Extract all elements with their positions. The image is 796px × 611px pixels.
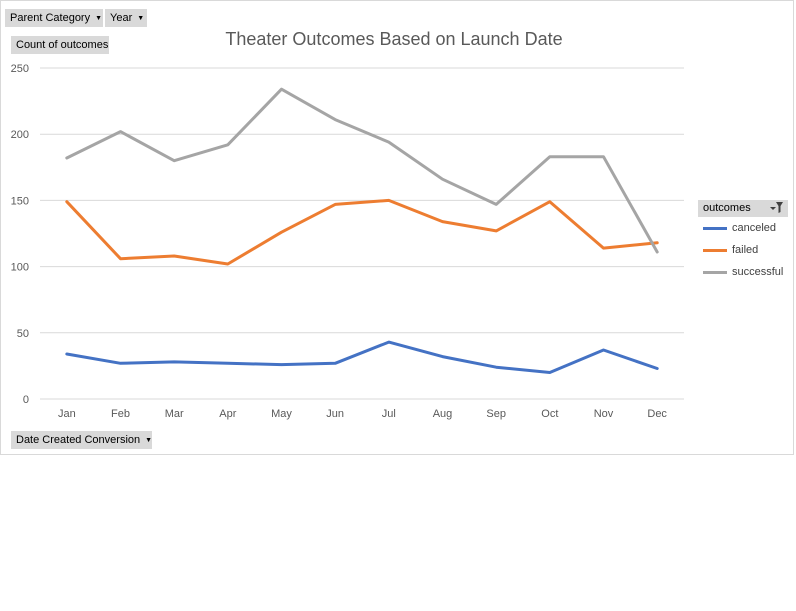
y-tick-label: 150 <box>11 195 29 207</box>
value-field-button[interactable]: Count of outcomes <box>11 36 109 54</box>
x-tick-label: Aug <box>433 408 453 420</box>
chart-area: Parent Category ▼ Year ▼ Count of outcomes… <box>0 0 794 455</box>
x-tick-label: Nov <box>594 408 614 420</box>
x-tick-label: Dec <box>647 408 667 420</box>
legend-item-failed: failed <box>698 239 788 261</box>
year-filter-button[interactable]: Year ▼ <box>105 9 147 27</box>
legend-label-failed: failed <box>732 244 759 256</box>
x-tick-label: Jan <box>58 408 76 420</box>
x-tick-label: Oct <box>541 408 558 420</box>
legend-item-canceled: canceled <box>698 217 788 239</box>
x-tick-label: May <box>271 408 292 420</box>
legend-label-successful: successful <box>732 266 784 278</box>
legend-swatch-successful <box>703 271 727 274</box>
chart-title: Theater Outcomes Based on Launch Date <box>225 29 563 49</box>
chevron-down-icon: ▼ <box>95 15 103 22</box>
x-tick-label: Jun <box>326 408 344 420</box>
year-label: Year <box>110 12 133 24</box>
legend-swatch-failed <box>703 249 727 252</box>
y-tick-label: 100 <box>11 262 29 274</box>
legend-swatch-canceled <box>703 227 727 230</box>
y-tick-label: 50 <box>17 328 29 340</box>
series-line-canceled <box>65 340 659 374</box>
legend-item-successful: successful <box>698 261 788 283</box>
x-tick-label: Jul <box>382 408 396 420</box>
axis-field-label: Date Created Conversion <box>16 434 141 446</box>
series-line-successful <box>65 87 659 254</box>
legend: outcomes canceled failed successful <box>698 200 788 283</box>
x-tick-label: Mar <box>165 408 184 420</box>
legend-label-canceled: canceled <box>732 222 777 234</box>
series-line-failed <box>65 198 659 266</box>
legend-title: outcomes <box>703 202 751 214</box>
parent-category-label: Parent Category <box>10 12 91 24</box>
legend-filter-button[interactable]: outcomes <box>698 200 788 217</box>
x-tick-label: Feb <box>111 408 130 420</box>
chevron-down-icon: ▼ <box>145 437 153 444</box>
filter-icon <box>770 202 783 213</box>
x-tick-label: Apr <box>219 408 236 420</box>
y-tick-label: 0 <box>23 394 29 406</box>
x-tick-label: Sep <box>486 408 506 420</box>
y-tick-label: 200 <box>11 129 29 141</box>
parent-category-filter-button[interactable]: Parent Category ▼ <box>5 9 103 27</box>
line-chart-plot: 0 50 100 150 200 250 Jan Feb Mar Apr May Jun Jul Aug S… <box>11 63 684 420</box>
chevron-down-icon: ▼ <box>137 15 145 22</box>
y-tick-label: 250 <box>11 63 29 75</box>
value-field-label: Count of outcomes <box>16 39 109 51</box>
axis-field-filter-button[interactable]: Date Created Conversion ▼ <box>11 431 152 449</box>
